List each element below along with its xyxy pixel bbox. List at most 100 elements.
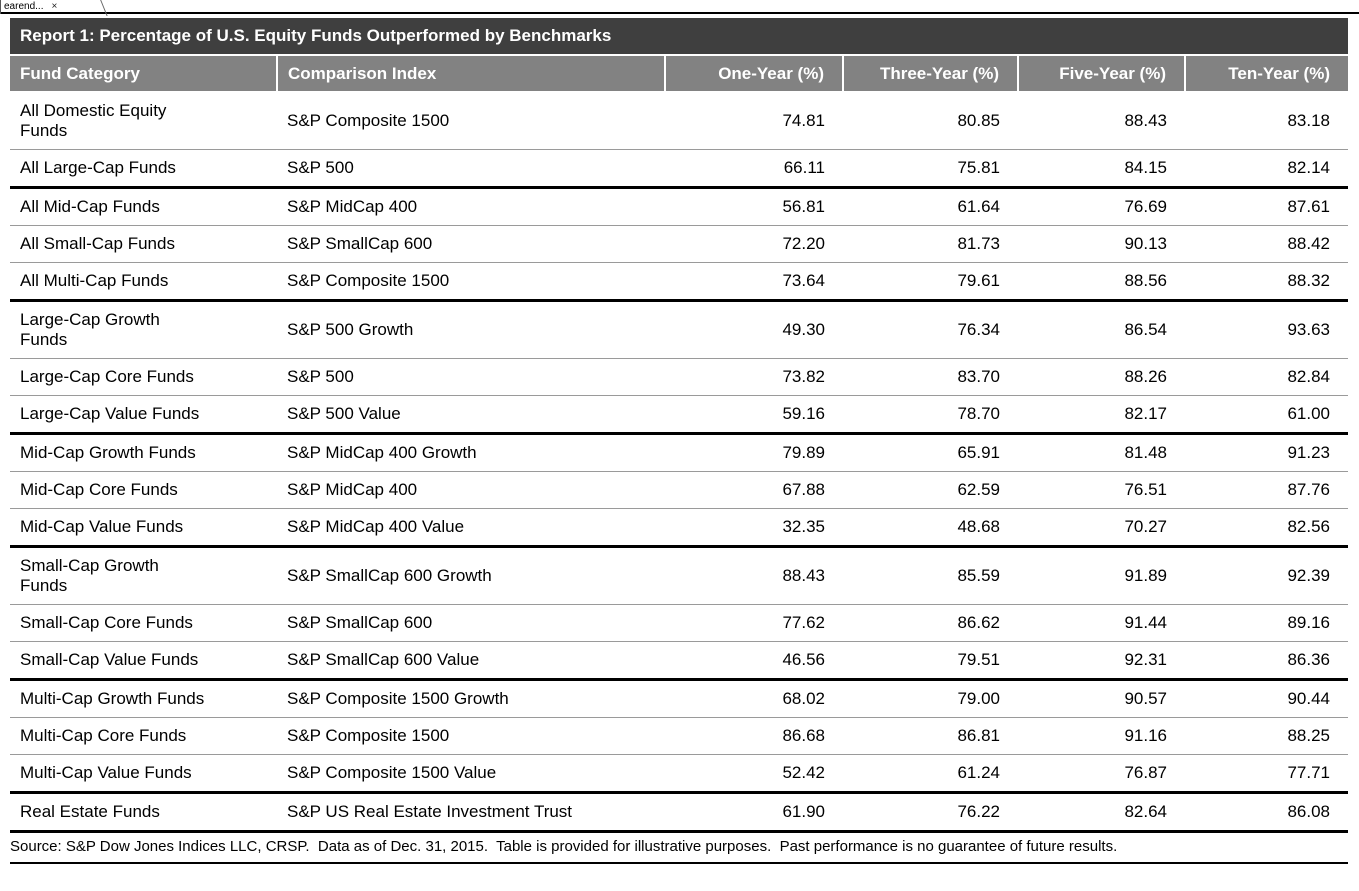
table-row: Small-Cap Value Funds S&P SmallCap 600 Va… [10, 641, 1348, 681]
cell-fund-category: Real Estate Funds [10, 792, 277, 833]
cell-fund-category: All Domestic Equity Funds [10, 92, 277, 150]
cell-one-year: 66.11 [665, 149, 843, 189]
cell-comparison-index: S&P Composite 1500 Value [277, 754, 665, 794]
cell-fund-category: All Small-Cap Funds [10, 225, 277, 263]
table-row: Mid-Cap Growth Funds S&P MidCap 400 Growt… [10, 433, 1348, 472]
cell-three-year: 86.81 [843, 717, 1018, 755]
cell-one-year: 59.16 [665, 395, 843, 435]
cell-comparison-index: S&P 500 [277, 149, 665, 189]
cell-five-year: 88.56 [1018, 262, 1185, 302]
cell-one-year: 73.82 [665, 358, 843, 396]
cell-ten-year: 86.36 [1185, 641, 1348, 681]
report-table-header: Fund Category Comparison Index One-Year … [10, 56, 1348, 93]
cell-ten-year: 92.39 [1185, 546, 1348, 605]
cell-comparison-index: S&P US Real Estate Investment Trust [277, 792, 665, 833]
cell-fund-category: Multi-Cap Growth Funds [10, 679, 277, 718]
cell-fund-category: Large-Cap Core Funds [10, 358, 277, 396]
cell-comparison-index: S&P MidCap 400 Growth [277, 433, 665, 472]
cell-three-year: 76.34 [843, 300, 1018, 359]
cell-comparison-index: S&P MidCap 400 [277, 187, 665, 226]
table-row: Mid-Cap Core Funds S&P MidCap 400 67.88 62.… [10, 471, 1348, 509]
cell-comparison-index: S&P 500 Growth [277, 300, 665, 359]
cell-three-year: 79.00 [843, 679, 1018, 718]
table-row: Large-Cap Growth Funds S&P 500 Growth 49.3… [10, 300, 1348, 359]
cell-five-year: 90.57 [1018, 679, 1185, 718]
cell-one-year: 67.88 [665, 471, 843, 509]
cell-comparison-index: S&P Composite 1500 Growth [277, 679, 665, 718]
cell-three-year: 65.91 [843, 433, 1018, 472]
cell-ten-year: 83.18 [1185, 92, 1348, 150]
cell-fund-category: All Mid-Cap Funds [10, 187, 277, 226]
cell-ten-year: 89.16 [1185, 604, 1348, 642]
cell-three-year: 86.62 [843, 604, 1018, 642]
browser-tab[interactable]: earend... × [0, 0, 92, 14]
cell-five-year: 82.17 [1018, 395, 1185, 435]
table-row: All Small-Cap Funds S&P SmallCap 600 72.20… [10, 225, 1348, 263]
cell-fund-category: All Multi-Cap Funds [10, 262, 277, 302]
cell-one-year: 88.43 [665, 546, 843, 605]
cell-three-year: 61.64 [843, 187, 1018, 226]
cell-ten-year: 90.44 [1185, 679, 1348, 718]
cell-five-year: 84.15 [1018, 149, 1185, 189]
cell-three-year: 80.85 [843, 92, 1018, 150]
table-row: Small-Cap Core Funds S&P SmallCap 600 77.6… [10, 604, 1348, 642]
header-row: Fund Category Comparison Index One-Year … [10, 56, 1348, 93]
cell-five-year: 91.44 [1018, 604, 1185, 642]
source-note: Source: S&P Dow Jones Indices LLC, CRSP.… [10, 833, 1348, 864]
cell-ten-year: 88.32 [1185, 262, 1348, 302]
cell-fund-category: Mid-Cap Growth Funds [10, 433, 277, 472]
cell-one-year: 74.81 [665, 92, 843, 150]
cell-one-year: 86.68 [665, 717, 843, 755]
column-header-one-year: One-Year (%) [664, 56, 843, 93]
cell-one-year: 49.30 [665, 300, 843, 359]
cell-fund-category: Mid-Cap Value Funds [10, 508, 277, 548]
cell-fund-category: Multi-Cap Core Funds [10, 717, 277, 755]
cell-fund-category: Large-Cap Growth Funds [10, 300, 277, 359]
table-row: All Multi-Cap Funds S&P Composite 1500 73.… [10, 262, 1348, 302]
column-header-five-year: Five-Year (%) [1017, 56, 1185, 93]
table-row: Multi-Cap Value Funds S&P Composite 1500 … [10, 754, 1348, 794]
cell-three-year: 62.59 [843, 471, 1018, 509]
cell-comparison-index: S&P 500 Value [277, 395, 665, 435]
cell-five-year: 76.51 [1018, 471, 1185, 509]
cell-comparison-index: S&P Composite 1500 [277, 92, 665, 150]
cell-three-year: 79.61 [843, 262, 1018, 302]
table-row: All Large-Cap Funds S&P 500 66.11 75.81 84.1… [10, 149, 1348, 189]
cell-three-year: 83.70 [843, 358, 1018, 396]
cell-five-year: 70.27 [1018, 508, 1185, 548]
cell-ten-year: 82.84 [1185, 358, 1348, 396]
cell-five-year: 88.43 [1018, 92, 1185, 150]
cell-three-year: 61.24 [843, 754, 1018, 794]
cell-fund-category: Small-Cap Growth Funds [10, 546, 277, 605]
column-header-fund-category: Fund Category [10, 56, 277, 93]
report-table: Fund Category Comparison Index One-Year … [10, 56, 1348, 833]
tab-close-icon[interactable]: × [51, 0, 58, 12]
browser-tab-bar: earend... × [0, 0, 1359, 16]
cell-fund-category: All Large-Cap Funds [10, 149, 277, 189]
cell-comparison-index: S&P Composite 1500 [277, 262, 665, 302]
cell-comparison-index: S&P 500 [277, 358, 665, 396]
table-row: Large-Cap Value Funds S&P 500 Value 59.16 7… [10, 395, 1348, 435]
cell-comparison-index: S&P MidCap 400 [277, 471, 665, 509]
cell-one-year: 68.02 [665, 679, 843, 718]
table-row: Multi-Cap Core Funds S&P Composite 1500 86… [10, 717, 1348, 755]
report-table-body: All Domestic Equity Funds S&P Composite 1… [10, 92, 1348, 833]
cell-comparison-index: S&P Composite 1500 [277, 717, 665, 755]
cell-ten-year: 88.42 [1185, 225, 1348, 263]
report-page: Report 1: Percentage of U.S. Equity Fund… [10, 18, 1348, 864]
table-row: All Mid-Cap Funds S&P MidCap 400 56.81 61.6… [10, 187, 1348, 226]
table-row: Real Estate Funds S&P US Real Estate Inve… [10, 792, 1348, 833]
cell-one-year: 32.35 [665, 508, 843, 548]
table-row: Large-Cap Core Funds S&P 500 73.82 83.70 88.… [10, 358, 1348, 396]
table-row: Mid-Cap Value Funds S&P MidCap 400 Value 3… [10, 508, 1348, 548]
cell-comparison-index: S&P MidCap 400 Value [277, 508, 665, 548]
cell-ten-year: 87.61 [1185, 187, 1348, 226]
cell-ten-year: 61.00 [1185, 395, 1348, 435]
cell-one-year: 72.20 [665, 225, 843, 263]
cell-one-year: 79.89 [665, 433, 843, 472]
cell-fund-category: Mid-Cap Core Funds [10, 471, 277, 509]
cell-ten-year: 91.23 [1185, 433, 1348, 472]
cell-one-year: 52.42 [665, 754, 843, 794]
cell-five-year: 86.54 [1018, 300, 1185, 359]
cell-three-year: 79.51 [843, 641, 1018, 681]
